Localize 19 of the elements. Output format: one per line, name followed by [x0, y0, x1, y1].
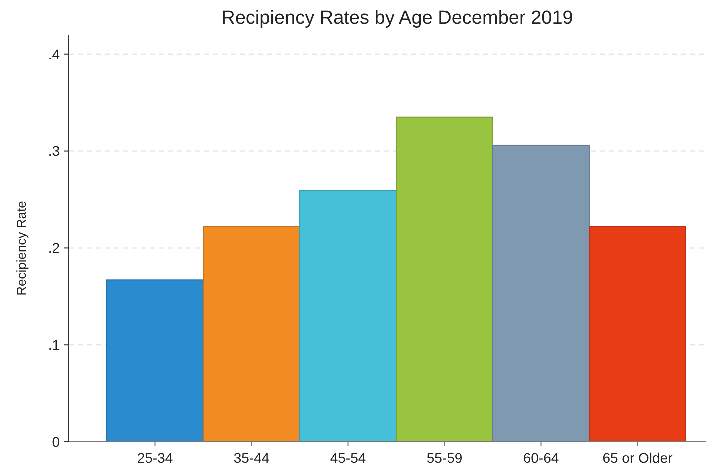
x-tick-label: 45-54 — [330, 450, 366, 466]
bar — [396, 116, 494, 442]
y-tick-label: .4 — [48, 46, 60, 62]
y-tick-label: .3 — [48, 143, 60, 160]
x-tick-label: 65 or Older — [602, 450, 674, 466]
y-tick-label: .2 — [48, 240, 60, 256]
bar — [300, 190, 397, 442]
x-tick-label: 25-34 — [137, 450, 174, 466]
bar — [492, 144, 590, 442]
x-tick-label: 35-44 — [234, 450, 270, 466]
bar — [203, 226, 300, 442]
chart-title: Recipiency Rates by Age December 2019 — [222, 8, 574, 29]
x-tick-label: 60-64 — [523, 450, 560, 466]
y-tick-label: 0 — [52, 434, 60, 450]
bar — [589, 226, 686, 442]
y-axis-title: Recipiency Rate — [14, 201, 29, 296]
x-tick-label: 55-59 — [426, 450, 463, 466]
bar — [106, 280, 204, 442]
y-tick-label: .1 — [48, 336, 60, 353]
